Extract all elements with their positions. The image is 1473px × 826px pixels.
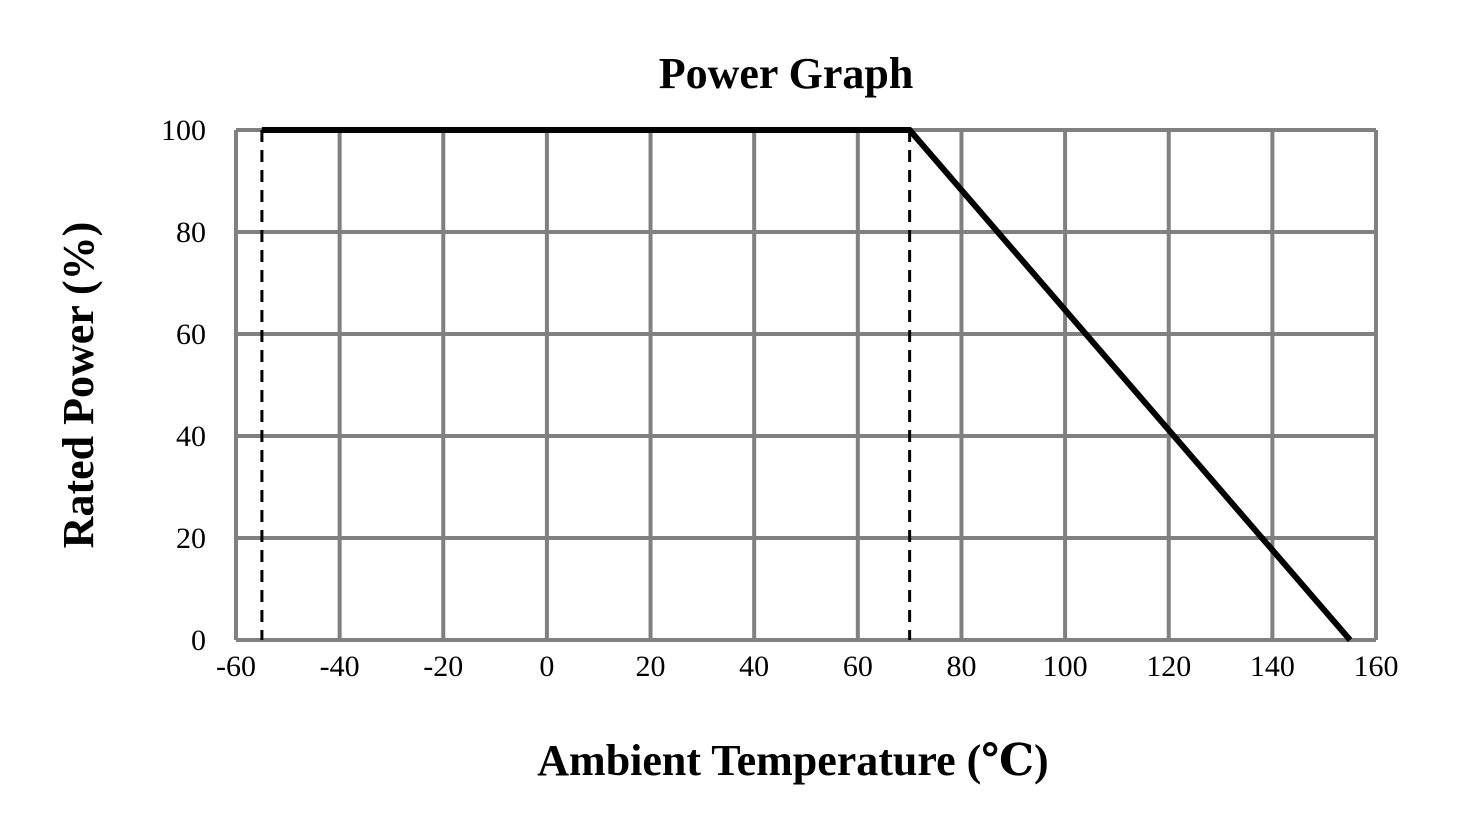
x-tick-label: -20 [423,650,463,683]
x-axis-ticks: -60 -40 -20 0 20 40 60 80 100 120 140 160 [216,650,1399,683]
y-axis-label: Rated Power (%) [54,222,103,549]
y-tick-label: 60 [176,318,206,351]
grid [234,128,1378,642]
x-tick-label: 80 [946,650,976,683]
y-axis-ticks: 0 20 40 60 80 100 [161,114,206,657]
x-tick-label: -60 [216,650,256,683]
y-tick-label: 20 [176,522,206,555]
x-tick-label: 160 [1354,650,1399,683]
derating-curve [261,127,1353,642]
y-tick-label: 0 [191,624,206,657]
x-tick-label: -40 [320,650,360,683]
x-tick-label: 0 [539,650,554,683]
y-tick-label: 80 [176,216,206,249]
y-tick-label: 100 [161,114,206,147]
x-tick-label: 120 [1146,650,1191,683]
x-axis-label: Ambient Temperature (℃) [537,736,1048,785]
x-tick-label: 100 [1043,650,1088,683]
x-tick-label: 20 [636,650,666,683]
chart-title: Power Graph [659,49,914,98]
x-tick-label: 40 [739,650,769,683]
x-tick-label: 60 [843,650,873,683]
y-tick-label: 40 [176,420,206,453]
dashed-limit-lines [260,130,912,640]
x-tick-label: 140 [1250,650,1295,683]
